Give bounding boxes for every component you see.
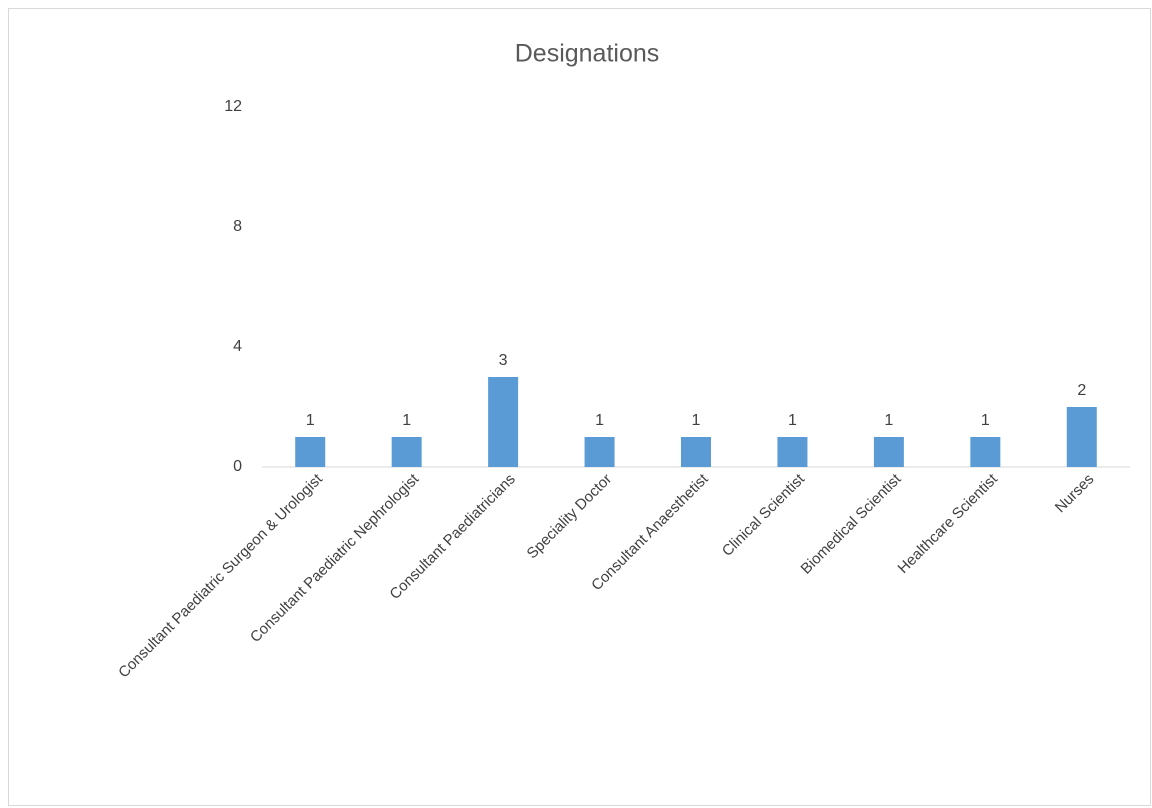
data-label: 1 bbox=[788, 412, 797, 429]
bar bbox=[584, 437, 615, 467]
bar bbox=[488, 377, 519, 467]
y-tick-label: 0 bbox=[233, 458, 242, 475]
y-tick-label: 4 bbox=[233, 338, 242, 355]
chart-title: Designations bbox=[515, 40, 660, 68]
bar bbox=[1066, 407, 1097, 467]
data-label: 1 bbox=[306, 412, 315, 429]
bar bbox=[970, 437, 1001, 467]
bar bbox=[681, 437, 711, 467]
y-tick-label: 12 bbox=[224, 98, 242, 115]
data-label: 2 bbox=[1077, 382, 1086, 399]
data-label: 1 bbox=[692, 412, 701, 429]
bar bbox=[391, 437, 422, 467]
data-label: 1 bbox=[981, 412, 990, 429]
data-label: 1 bbox=[402, 412, 411, 429]
chart-border bbox=[8, 8, 1151, 806]
data-label: 1 bbox=[884, 412, 893, 429]
bar bbox=[873, 437, 904, 467]
y-tick-label: 8 bbox=[233, 218, 242, 235]
bar bbox=[295, 437, 326, 467]
data-label: 1 bbox=[595, 412, 604, 429]
data-label: 3 bbox=[499, 352, 508, 369]
bar bbox=[777, 437, 808, 467]
